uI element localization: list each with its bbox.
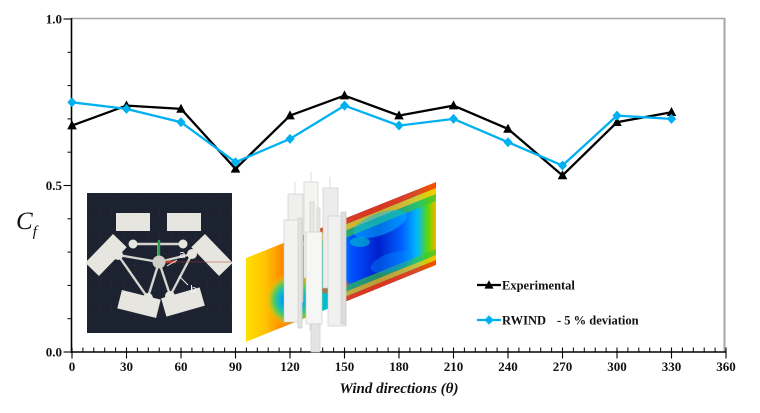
legend-entry-experimental: Experimental — [477, 279, 575, 293]
y-tick-label: 0.0 — [46, 345, 62, 360]
panel-bottom-right — [161, 287, 205, 317]
legend: Experimental RWIND - 5 % deviation — [477, 279, 639, 328]
x-tick-label: 270 — [553, 359, 573, 374]
label-a-leader — [166, 259, 178, 267]
data-point-experimental — [394, 110, 404, 120]
x-tick-label: 210 — [444, 359, 464, 374]
x-tick-label: 0 — [69, 359, 76, 374]
data-point-rwind — [121, 103, 132, 114]
data-point-rwind — [339, 100, 350, 111]
panel-top-left — [116, 213, 150, 231]
data-point-rwind — [666, 113, 677, 124]
x-tick-label: 90 — [229, 359, 242, 374]
x-tick-label: 360 — [716, 359, 736, 374]
cad-label-b: b — [190, 283, 197, 296]
x-tick-label: 150 — [335, 359, 355, 374]
data-series — [67, 90, 677, 180]
axis-ticks — [63, 18, 727, 359]
rwind-deviation-note: - 5 % deviation — [557, 314, 639, 328]
data-point-experimental — [67, 120, 77, 130]
x-tick-label: 300 — [607, 359, 627, 374]
y-axis-symbol-subscript: f — [33, 224, 39, 240]
x-tick-label: 30 — [120, 359, 133, 374]
data-point-rwind — [448, 113, 459, 124]
x-tick-label: 120 — [280, 359, 300, 374]
data-point-experimental — [339, 90, 350, 100]
data-point-experimental — [666, 107, 677, 117]
axis-tick-labels: 0 30 60 90 120 150 180 210 240 270 300 330 360 0.0 0.5… — [46, 12, 736, 375]
data-point-rwind — [394, 120, 404, 131]
experimental-legend-label: Experimental — [502, 279, 575, 293]
data-point-experimental — [503, 123, 513, 133]
data-point-rwind — [285, 133, 295, 144]
frame-joints — [113, 239, 197, 303]
panel-right — [191, 234, 233, 276]
cfd-flow-inset — [246, 172, 436, 353]
rwind-legend-label: RWIND — [502, 314, 546, 328]
y-tick-label: 0.5 — [46, 178, 63, 193]
data-point-rwind — [503, 137, 513, 148]
tower-cluster — [283, 172, 347, 353]
y-axis-title: Cf — [16, 208, 39, 240]
legend-entry-rwind: RWIND - 5 % deviation — [477, 314, 639, 328]
x-axis-title: Wind directions (θ) — [340, 381, 459, 397]
data-point-rwind — [557, 160, 568, 171]
x-tick-label: 180 — [389, 359, 409, 374]
y-axis-symbol: C — [16, 208, 33, 235]
data-point-experimental — [285, 110, 295, 120]
cad-structure: a b — [85, 213, 233, 319]
x-tick-label: 330 — [662, 359, 682, 374]
y-tick-label: 1.0 — [46, 12, 62, 27]
center-hub — [152, 255, 166, 269]
data-point-rwind — [612, 110, 622, 121]
data-point-rwind — [67, 97, 77, 108]
panel-top-right — [167, 213, 201, 231]
rwind-legend-marker — [484, 315, 494, 325]
x-tick-label: 60 — [175, 359, 188, 374]
label-b-leader — [178, 275, 189, 286]
data-point-experimental — [230, 163, 241, 173]
panel-left — [85, 234, 127, 276]
data-point-rwind — [176, 117, 186, 128]
data-point-experimental — [176, 103, 186, 113]
data-point-experimental — [557, 170, 568, 180]
data-point-rwind — [230, 157, 241, 168]
series-line-experimental — [71, 94, 672, 178]
data-point-experimental — [448, 100, 459, 110]
experimental-legend-marker — [484, 280, 494, 289]
x-tick-label: 240 — [498, 359, 518, 374]
cad-label-a: a — [179, 248, 186, 261]
series-line-rwind — [71, 101, 672, 167]
cad-top-view-inset: a b — [85, 193, 233, 333]
data-point-experimental — [612, 117, 622, 127]
